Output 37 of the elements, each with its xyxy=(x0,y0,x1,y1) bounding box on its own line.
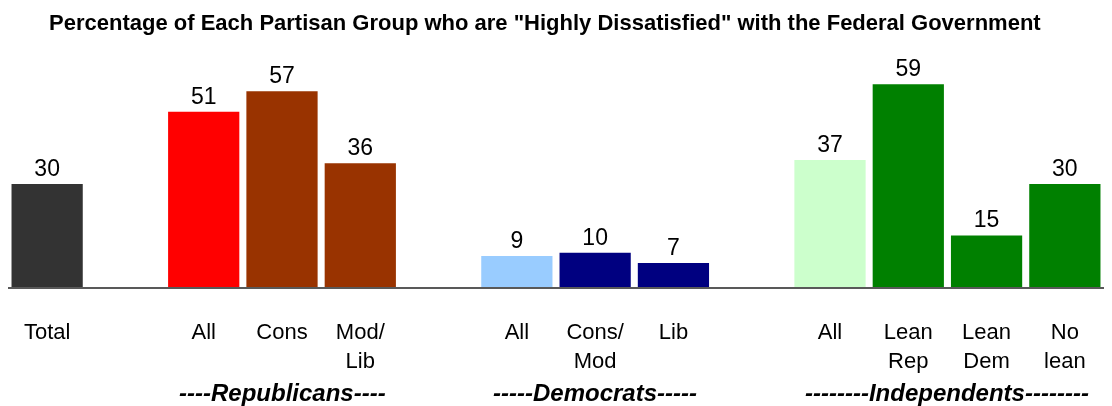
x-tick-label: Lib xyxy=(658,319,689,345)
bar xyxy=(481,256,553,287)
x-tick-label: All xyxy=(191,319,216,345)
chart-title: Percentage of Each Partisan Group who are "Highly Dissatisfied" with the Federal Government xyxy=(49,9,1042,35)
x-tick-label: All xyxy=(504,319,530,345)
data-label: 37 xyxy=(817,130,843,157)
data-label: 51 xyxy=(190,82,217,109)
data-label: 57 xyxy=(269,62,295,89)
data-label: 59 xyxy=(895,55,922,82)
text: -----Democrats----- xyxy=(493,379,697,406)
x-tick-label: Cons xyxy=(256,319,308,345)
bar xyxy=(168,111,240,287)
x-tick-label: Total xyxy=(23,319,71,345)
x-tick-label: Mod/ Lib xyxy=(335,319,386,373)
bar xyxy=(1029,183,1101,287)
data-label: 9 xyxy=(510,227,524,254)
data-label: 10 xyxy=(582,223,608,250)
bar xyxy=(11,183,83,287)
data-label: 15 xyxy=(973,206,1000,233)
data-label: 36 xyxy=(347,134,374,161)
bar xyxy=(324,163,396,287)
x-tick-label: Lean Dem xyxy=(962,319,1012,373)
bar xyxy=(246,91,318,287)
x-tick-label: No lean xyxy=(1044,319,1086,373)
data-label: 7 xyxy=(667,233,680,260)
data-label: 30 xyxy=(1052,154,1078,181)
x-tick-label: Lean Rep xyxy=(883,319,933,373)
bar xyxy=(794,159,866,287)
bar xyxy=(559,252,631,287)
text: ----Republicans---- xyxy=(179,379,386,406)
bar xyxy=(950,235,1023,287)
x-tick-label: All xyxy=(817,319,843,345)
bar xyxy=(637,262,710,287)
x-tick-label: Cons/ Mod xyxy=(566,319,625,373)
text: --------Independents-------- xyxy=(805,379,1089,406)
data-label: 30 xyxy=(34,154,60,181)
bar xyxy=(872,84,944,287)
